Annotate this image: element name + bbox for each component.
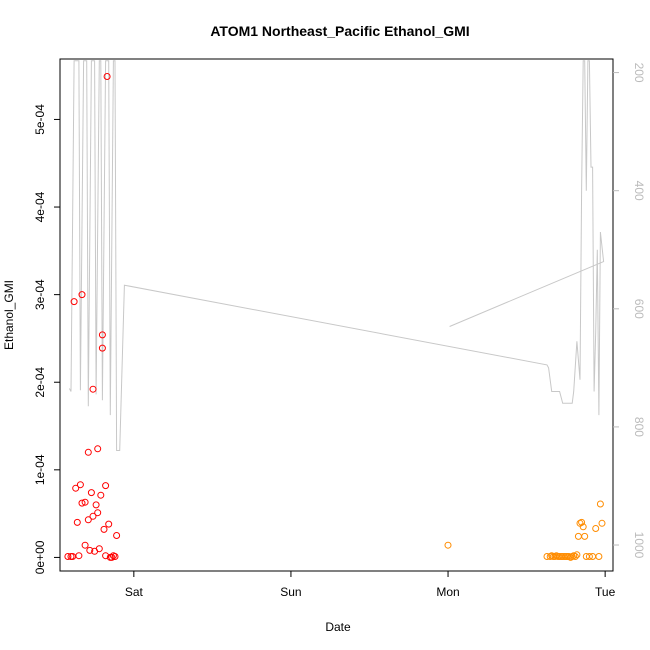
y-tick-label: 4e-04 <box>33 191 47 222</box>
data-point <box>596 500 604 508</box>
data-point <box>72 484 80 492</box>
y-tick-label: 5e-04 <box>33 104 47 135</box>
data-point <box>86 546 94 554</box>
data-point <box>578 518 586 526</box>
y2-tick-label: 200 <box>632 63 646 83</box>
data-point <box>70 298 78 306</box>
data-point <box>98 331 106 339</box>
x-tick-label: Mon <box>436 585 459 599</box>
y-axis: 0e+00 1e-04 2e-04 3e-04 4e-04 5e-04 <box>33 104 60 574</box>
data-point <box>102 552 110 560</box>
x-axis-label: Date <box>325 620 351 634</box>
line-layer <box>68 60 605 451</box>
data-point <box>579 523 587 531</box>
x-tick-label: Sat <box>125 585 144 599</box>
data-point <box>78 291 86 299</box>
data-point <box>94 509 102 517</box>
secondary-y-axis: 200 400 600 800 1000 <box>613 63 646 559</box>
x-axis: Sat Sun Mon Tue <box>125 571 616 599</box>
data-point <box>598 519 606 527</box>
data-point <box>113 532 121 539</box>
data-point <box>103 73 111 80</box>
points-layer <box>64 73 606 561</box>
data-point <box>89 385 97 393</box>
data-point <box>94 445 102 453</box>
data-point <box>95 545 103 553</box>
data-point <box>84 516 92 524</box>
y2-tick-label: 1000 <box>632 532 646 559</box>
y-tick-label: 1e-04 <box>33 454 47 485</box>
data-point <box>102 482 110 490</box>
x-tick-label: Sun <box>280 585 301 599</box>
data-point <box>81 541 89 549</box>
chart-title: ATOM1 Northeast_Pacific Ethanol_GMI <box>210 23 469 39</box>
data-point <box>581 532 589 540</box>
secondary-line <box>68 60 605 451</box>
x-tick-label: Tue <box>595 585 616 599</box>
data-point <box>595 553 603 560</box>
data-point <box>78 499 86 507</box>
data-point <box>444 541 452 549</box>
data-point <box>92 501 100 509</box>
y2-tick-label: 800 <box>632 417 646 437</box>
y-tick-label: 0e+00 <box>33 540 47 574</box>
y-tick-label: 3e-04 <box>33 279 47 310</box>
data-point <box>76 481 84 489</box>
data-point <box>84 448 92 456</box>
data-point <box>585 553 593 560</box>
data-point <box>571 553 579 560</box>
data-point <box>81 498 89 506</box>
data-point <box>573 551 581 559</box>
data-point <box>111 553 119 560</box>
data-point <box>105 520 113 528</box>
data-point <box>75 552 83 560</box>
data-point <box>108 553 116 561</box>
data-point <box>574 532 582 540</box>
plot-frame <box>59 58 614 572</box>
y-tick-label: 2e-04 <box>33 367 47 398</box>
data-point <box>98 344 106 352</box>
data-point <box>592 525 600 532</box>
data-point <box>100 525 108 533</box>
data-point <box>89 512 97 520</box>
data-point <box>87 489 95 497</box>
y2-tick-label: 400 <box>632 181 646 201</box>
data-point <box>64 553 72 560</box>
y2-tick-label: 600 <box>632 299 646 319</box>
y-axis-label: Ethanol_GMI <box>2 280 16 350</box>
data-point <box>73 518 81 526</box>
data-point <box>97 491 105 499</box>
